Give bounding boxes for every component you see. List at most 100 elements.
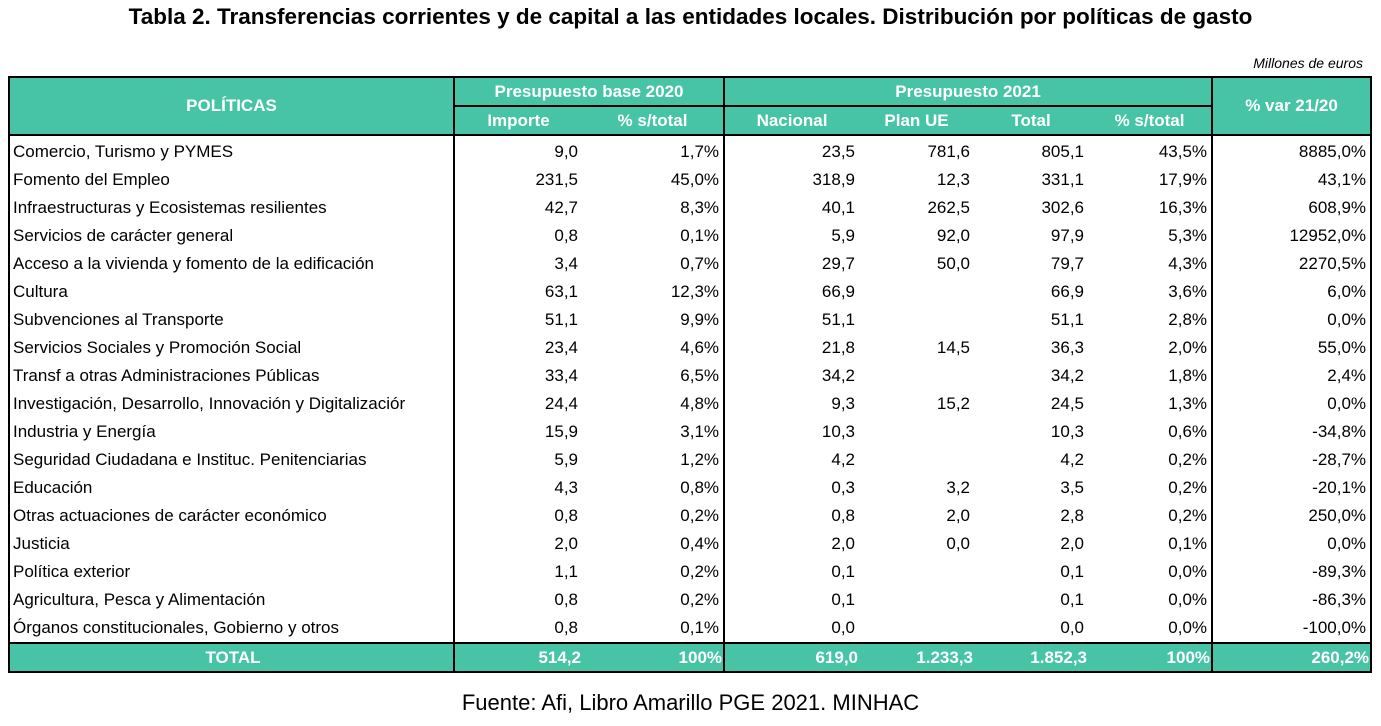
row-importe: 4,3 [453,474,582,502]
total-pct21: 100% [1088,642,1214,673]
row-plan-ue: 14,5 [936,338,971,357]
row-total: 97,9 [1050,226,1085,245]
table-row: Transf a otras Administraciones Públicas… [8,362,1373,390]
row-pct20: 6,5% [582,362,726,390]
row-pct20: 4,6% [582,334,726,362]
header-plan-ue: Plan UE [859,105,975,136]
row-name: Industria y Energía [8,418,455,446]
row-name: Transf a otras Administraciones Públicas [8,362,455,390]
row-pct20: 1,7% [582,135,726,166]
row-plan-ue [859,558,974,586]
row-nacional: 318,9 [723,166,860,194]
row-name: Agricultura, Pesca y Alimentación [8,586,455,614]
table-row: Fomento del Empleo 231,5 45,0% 318,9 12,3 331… [8,166,1373,194]
row-pct20: 0,2% [582,558,726,586]
row-importe: 231,5 [453,166,582,194]
row-total: 51,1 [1050,310,1085,329]
row-nacional: 4,2 [723,446,860,474]
row-importe: 0,8 [453,502,582,530]
row-var: -86,3% [1211,586,1373,614]
row-var: 2270,5% [1211,250,1373,278]
row-plan-ue: 3,2 [946,478,971,497]
row-name: Servicios de carácter general [8,222,455,250]
row-pct20: 0,4% [582,530,726,558]
row-nacional: 5,9 [723,222,860,250]
row-pct20: 0,8% [582,474,726,502]
row-total: 79,7 [1050,254,1085,273]
row-pct21: 2,8% [1088,306,1214,334]
row-pct20: 1,2% [582,446,726,474]
row-pct21: 0,2% [1088,502,1214,530]
row-plan-ue: 262,5 [927,198,971,217]
row-pct20: 45,0% [582,166,726,194]
row-nacional: 0,1 [723,558,860,586]
row-pct21: 0,0% [1088,558,1214,586]
row-var: 12952,0% [1211,222,1373,250]
table-row: Acceso a la vivienda y fomento de la edi… [8,250,1373,278]
header-nacional: Nacional [723,105,860,136]
row-total: 34,2 [1050,366,1085,385]
row-nacional: 40,1 [723,194,860,222]
row-pct21: 0,2% [1088,446,1214,474]
source-note: Fuente: Afi, Libro Amarillo PGE 2021. MI… [461,690,920,715]
row-var: 0,0% [1211,390,1373,418]
row-plan-ue: 15,2 [936,394,971,413]
row-total: 0,0 [1060,618,1085,637]
row-var: -89,3% [1211,558,1373,586]
row-pct21: 1,3% [1088,390,1214,418]
table-row: Educación 4,3 0,8% 0,3 3,2 3,5 0,2% -20,1% [8,474,1373,502]
row-nacional: 0,0 [723,614,860,643]
row-nacional: 66,9 [723,278,860,306]
row-pct21: 5,3% [1088,222,1214,250]
row-nacional: 34,2 [723,362,860,390]
row-plan-ue: 92,0 [936,226,971,245]
row-nacional: 2,0 [723,530,860,558]
row-total: 66,9 [1050,282,1085,301]
row-nacional: 0,8 [723,502,860,530]
row-importe: 24,4 [453,390,582,418]
row-plan-ue: 50,0 [936,254,971,273]
row-pct21: 2,0% [1088,334,1214,362]
row-plan-ue [859,446,974,474]
table-row: Infraestructuras y Ecosistemas resilient… [8,194,1373,222]
row-total: 2,0 [1060,534,1085,553]
table-row: Seguridad Ciudadana e Instituc. Penitenc… [8,446,1373,474]
row-nacional: 29,7 [723,250,860,278]
row-pct21: 0,6% [1088,418,1214,446]
total-row: TOTAL 514,2 100% 619,0 1.233,3 1.852,3 1… [8,642,1373,673]
row-pct20: 3,1% [582,418,726,446]
row-var: 2,4% [1211,362,1373,390]
row-name: Fomento del Empleo [8,166,455,194]
row-pct21: 17,9% [1088,166,1214,194]
table-row: Comercio, Turismo y PYMES 9,0 1,7% 23,5 781,… [8,135,1373,166]
row-var: 0,0% [1211,306,1373,334]
row-name: Educación [8,474,455,502]
total-plan-ue: 1.233,3 [859,642,975,673]
row-importe: 63,1 [453,278,582,306]
row-plan-ue: 2,0 [946,506,971,525]
row-total: 36,3 [1050,338,1085,357]
row-total: 3,5 [1060,478,1085,497]
row-importe: 42,7 [453,194,582,222]
row-var: 55,0% [1211,334,1373,362]
row-nacional: 9,3 [723,390,860,418]
row-pct21: 4,3% [1088,250,1214,278]
row-pct20: 0,2% [582,586,726,614]
row-name: Acceso a la vivienda y fomento de la edi… [8,250,455,278]
row-pct21: 16,3% [1088,194,1214,222]
row-total: 805,1 [1041,142,1085,161]
row-nacional: 10,3 [723,418,860,446]
total-label: TOTAL [8,642,455,673]
row-name: Seguridad Ciudadana e Instituc. Penitenc… [8,446,455,474]
units-note: Millones de euros [1253,55,1363,71]
table-row: Servicios de carácter general 0,8 0,1% 5,9 9… [8,222,1373,250]
row-importe: 3,4 [453,250,582,278]
header-politicas: POLÍTICAS [8,76,455,136]
row-plan-ue [859,614,974,643]
row-total: 10,3 [1050,422,1085,441]
total-total: 1.852,3 [974,642,1089,673]
row-importe: 0,8 [453,614,582,643]
header-pct-total-2020: % s/total [582,105,726,136]
row-var: -100,0% [1211,614,1373,643]
row-name: Subvenciones al Transporte [8,306,455,334]
